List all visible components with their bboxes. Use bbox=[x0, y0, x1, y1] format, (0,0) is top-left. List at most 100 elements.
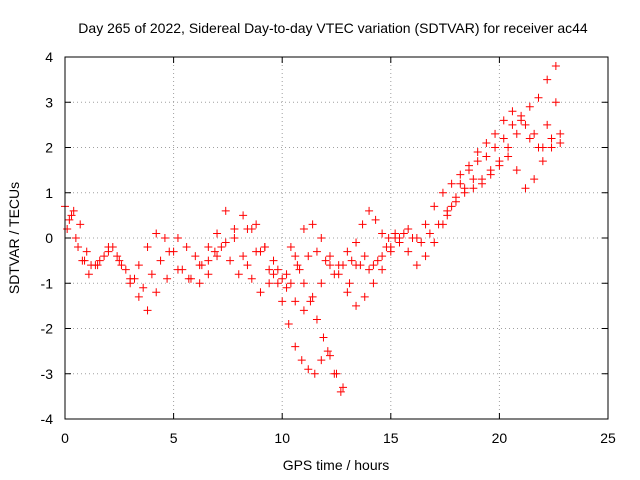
data-point bbox=[160, 234, 169, 242]
data-point bbox=[343, 288, 352, 297]
x-tick-label: 0 bbox=[61, 430, 69, 446]
data-point bbox=[169, 247, 178, 256]
data-point bbox=[543, 75, 552, 84]
data-point bbox=[278, 274, 287, 283]
data-point bbox=[204, 270, 213, 279]
data-point bbox=[404, 247, 413, 256]
data-point bbox=[530, 129, 539, 138]
data-point bbox=[334, 270, 343, 279]
data-point bbox=[213, 229, 222, 238]
data-point bbox=[352, 238, 361, 247]
y-tick-label: -2 bbox=[41, 321, 54, 337]
data-point bbox=[260, 243, 269, 252]
data-point bbox=[152, 288, 161, 297]
series-track-5 bbox=[286, 206, 400, 392]
data-point bbox=[117, 261, 126, 270]
data-point bbox=[482, 138, 491, 147]
data-point bbox=[312, 247, 321, 256]
data-point bbox=[371, 215, 380, 224]
series-track-3 bbox=[63, 62, 560, 288]
data-point bbox=[306, 297, 315, 306]
data-point bbox=[530, 175, 539, 184]
data-point bbox=[430, 202, 439, 211]
data-point bbox=[297, 356, 306, 365]
data-point bbox=[325, 252, 334, 261]
data-point bbox=[412, 234, 421, 242]
data-point bbox=[469, 184, 478, 193]
data-point bbox=[464, 166, 473, 175]
data-point bbox=[556, 138, 565, 147]
data-point bbox=[256, 288, 265, 297]
data-point bbox=[384, 234, 393, 242]
data-point bbox=[425, 229, 434, 238]
data-point bbox=[239, 211, 248, 220]
data-point bbox=[378, 265, 387, 274]
data-point bbox=[551, 98, 560, 107]
data-point bbox=[173, 234, 182, 242]
data-point bbox=[525, 134, 534, 143]
data-point bbox=[430, 238, 439, 247]
data-point bbox=[345, 279, 354, 288]
data-point bbox=[95, 256, 104, 265]
data-point bbox=[504, 143, 513, 152]
data-point bbox=[336, 387, 345, 396]
data-point bbox=[352, 261, 361, 270]
data-point bbox=[178, 265, 187, 274]
data-point bbox=[508, 107, 517, 116]
data-point bbox=[226, 256, 235, 265]
data-point bbox=[115, 256, 124, 265]
data-point bbox=[247, 274, 256, 283]
data-point bbox=[293, 261, 302, 270]
data-point bbox=[286, 279, 295, 288]
data-point bbox=[143, 306, 152, 315]
data-point bbox=[373, 256, 382, 265]
data-point bbox=[334, 261, 343, 270]
data-point bbox=[438, 220, 447, 229]
data-point bbox=[217, 243, 226, 252]
data-point bbox=[321, 256, 330, 265]
data-point bbox=[451, 193, 460, 202]
data-point bbox=[447, 179, 456, 188]
data-point bbox=[412, 261, 421, 270]
data-point bbox=[325, 351, 334, 360]
data-point bbox=[304, 365, 313, 374]
data-point bbox=[265, 265, 274, 274]
y-tick-label: -1 bbox=[41, 275, 54, 291]
y-tick-label: 0 bbox=[45, 230, 53, 246]
data-point bbox=[386, 243, 395, 252]
data-point bbox=[134, 292, 143, 301]
data-point bbox=[325, 261, 334, 270]
data-point bbox=[121, 265, 130, 274]
data-point bbox=[256, 247, 265, 256]
data-point bbox=[404, 224, 413, 233]
data-point bbox=[69, 206, 78, 215]
data-point bbox=[517, 111, 526, 120]
data-point bbox=[308, 220, 317, 229]
data-point bbox=[195, 261, 204, 270]
data-point bbox=[499, 116, 508, 125]
data-point bbox=[273, 265, 282, 274]
data-point bbox=[339, 383, 348, 392]
data-point bbox=[63, 224, 72, 233]
data-point bbox=[143, 243, 152, 252]
data-point bbox=[191, 252, 200, 261]
data-point bbox=[82, 247, 91, 256]
data-point bbox=[319, 333, 328, 342]
data-point bbox=[421, 220, 430, 229]
data-point bbox=[286, 243, 295, 252]
data-point bbox=[265, 279, 274, 288]
data-point bbox=[482, 152, 491, 161]
data-point bbox=[508, 120, 517, 129]
data-point bbox=[447, 202, 456, 211]
data-point bbox=[512, 166, 521, 175]
data-point bbox=[365, 265, 374, 274]
data-point bbox=[399, 229, 408, 238]
data-point bbox=[239, 252, 248, 261]
data-point bbox=[273, 279, 282, 288]
y-tick-label: 3 bbox=[45, 94, 53, 110]
data-point bbox=[486, 170, 495, 179]
data-point bbox=[295, 265, 304, 274]
data-point bbox=[473, 157, 482, 166]
data-point bbox=[65, 215, 74, 224]
